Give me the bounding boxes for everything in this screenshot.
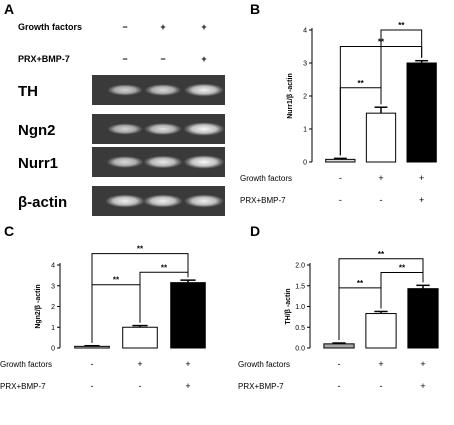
y-tick-label: 1.5	[295, 283, 305, 290]
panel-a-gene-label: TH	[18, 83, 38, 100]
row-sign: -	[91, 381, 94, 391]
panel-a-band	[183, 122, 225, 136]
panel-a-band	[184, 83, 224, 97]
row-sign: -	[339, 195, 342, 205]
row-sign: -	[380, 195, 383, 205]
panel-a: A Growth factors PRX+BMP-7 − + + − − + TH Ngn2…	[4, 1, 225, 216]
panel-a-gene-label: β-actin	[18, 194, 67, 211]
panel-a-band	[144, 122, 182, 136]
significance-label: **	[358, 79, 365, 88]
y-tick-label: 0	[303, 160, 307, 167]
significance-label: **	[398, 21, 405, 30]
row-sign: +	[420, 359, 425, 369]
row-sign: -	[338, 381, 341, 391]
row-label-growth-factors: Growth factors	[240, 174, 292, 183]
panel-a-signs: − + + − − +	[122, 22, 206, 64]
panel-letter: C	[4, 223, 14, 239]
y-tick-label: 2.0	[295, 263, 305, 270]
panel-a-band	[107, 123, 143, 135]
panel-a-sign: +	[201, 22, 206, 32]
panel-a-sign: −	[122, 22, 127, 32]
panel-letter: B	[250, 1, 260, 17]
bar-2	[365, 313, 397, 349]
bar-3	[406, 62, 437, 163]
y-axis-label: Ngn2/β -actin	[35, 284, 42, 328]
y-tick-label: 2	[51, 304, 55, 311]
panel-a-letter: A	[4, 1, 14, 17]
row-sign: -	[338, 359, 341, 369]
y-tick-label: 0	[51, 346, 55, 353]
y-axis-label: TH/β -actin	[285, 288, 292, 324]
panel-a-band	[184, 194, 224, 208]
row-sign: +	[378, 359, 383, 369]
panel-a-band	[143, 194, 183, 208]
significance-bracket	[380, 271, 424, 309]
significance-label: **	[357, 279, 364, 288]
significance-bracket	[91, 253, 189, 343]
row-label-prx-bmp7: PRX+BMP-7	[238, 382, 284, 391]
significance-label: **	[137, 245, 144, 254]
y-tick-label: 0.0	[295, 346, 305, 353]
bar-3	[170, 282, 206, 349]
panel-a-sign: +	[160, 22, 165, 32]
panel-a-band	[143, 155, 183, 169]
bar-1	[74, 345, 110, 349]
y-tick-label: 3	[303, 61, 307, 68]
panel-a-row-label-growth: Growth factors	[18, 22, 82, 32]
row-sign: +	[419, 173, 424, 183]
significance-label: **	[113, 276, 120, 285]
panel-a-sign: +	[201, 54, 206, 64]
y-tick-label: 4	[51, 263, 55, 270]
panel-a-gels: TH Ngn2 Nurr1 β-actin	[18, 75, 225, 216]
significance-bracket	[139, 271, 189, 323]
row-sign: -	[380, 381, 383, 391]
panel-a-gene-label: Nurr1	[18, 155, 58, 172]
panel-a-sign: −	[160, 54, 165, 64]
y-tick-label: 4	[303, 28, 307, 35]
row-sign: +	[137, 359, 142, 369]
y-axis-label: Nurr1/β -actin	[287, 73, 294, 119]
row-sign: +	[420, 381, 425, 391]
bar-1	[325, 158, 356, 163]
row-sign: +	[185, 359, 190, 369]
row-label-prx-bmp7: PRX+BMP-7	[240, 196, 286, 205]
significance-bracket	[380, 29, 423, 105]
panel-d-chart: D 0.0 0.5 1.0 1.5 2.0 TH/β -actin ** ** ** Growth …	[238, 223, 439, 391]
row-sign: -	[139, 381, 142, 391]
panel-a-band	[107, 84, 143, 96]
row-sign: -	[91, 359, 94, 369]
significance-label: **	[161, 263, 168, 272]
bar-3	[407, 288, 439, 349]
panel-a-band	[183, 155, 225, 169]
bar-1	[323, 343, 355, 349]
panel-a-gene-label: Ngn2	[18, 122, 56, 139]
significance-label: **	[399, 263, 406, 272]
y-tick-label: 3	[51, 283, 55, 290]
y-tick-label: 0.5	[295, 325, 305, 332]
y-tick-label: 2	[303, 94, 307, 101]
y-tick-label: 1	[51, 325, 55, 332]
row-sign: +	[419, 195, 424, 205]
panel-letter: D	[250, 223, 260, 239]
row-sign: -	[339, 173, 342, 183]
significance-label: **	[378, 250, 385, 259]
panel-a-band	[105, 194, 145, 208]
row-sign: +	[185, 381, 190, 391]
panel-c-chart: C 0 1 2 3 4 Ngn2/β -actin ** ** ** Growth factors P…	[0, 223, 206, 391]
row-label-prx-bmp7: PRX+BMP-7	[0, 382, 46, 391]
y-tick-label: 1	[303, 127, 307, 134]
row-sign: +	[378, 173, 383, 183]
bar-2	[122, 326, 158, 349]
y-tick-label: 1.0	[295, 304, 305, 311]
significance-bracket	[338, 258, 424, 341]
bar-2	[365, 112, 397, 163]
row-label-growth-factors: Growth factors	[0, 360, 52, 369]
panel-a-row-label-prx: PRX+BMP-7	[18, 54, 70, 64]
row-label-growth-factors: Growth factors	[238, 360, 290, 369]
panel-a-band	[106, 156, 144, 168]
panel-a-sign: −	[122, 54, 127, 64]
panel-a-band	[144, 84, 182, 96]
